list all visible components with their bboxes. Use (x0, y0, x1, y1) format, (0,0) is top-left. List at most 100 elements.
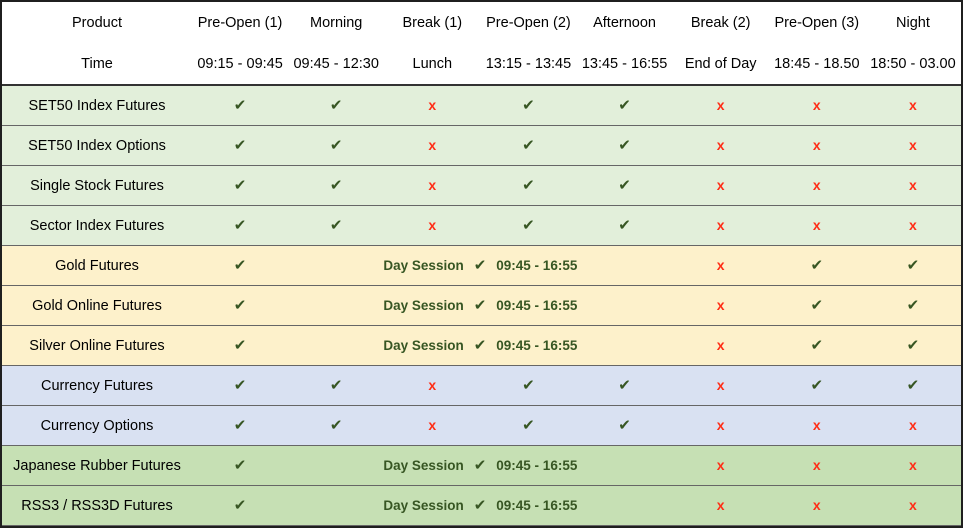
session-cell: x (672, 165, 769, 206)
column-header-pre-open-2: Pre-Open (2) (480, 2, 577, 43)
check-icon: ✔ (233, 296, 247, 314)
session-cell: ✔ (864, 325, 961, 366)
x-icon: x (428, 96, 437, 113)
session-cell: x (384, 365, 481, 406)
session-cell: ✔ (480, 85, 577, 126)
x-icon: x (716, 456, 725, 473)
x-icon: x (716, 296, 725, 313)
day-session-time: 09:45 - 16:55 (496, 258, 578, 273)
session-cell: ✔ (864, 245, 961, 286)
x-icon: x (716, 336, 725, 353)
check-icon: ✔ (329, 416, 343, 434)
session-cell: x (672, 365, 769, 406)
column-time-pre-open-1: 09:15 - 09:45 (192, 43, 289, 86)
check-icon: ✔ (473, 297, 487, 314)
session-cell: x (768, 205, 865, 246)
check-icon: ✔ (618, 416, 631, 434)
check-icon: ✔ (906, 336, 920, 354)
product-name: Silver Online Futures (2, 325, 192, 366)
check-icon: ✔ (233, 136, 247, 154)
x-icon: x (716, 376, 725, 393)
session-cell: x (384, 85, 481, 126)
column-time-break-1: Lunch (384, 43, 481, 86)
column-time-night: 18:50 - 03.00 (864, 43, 961, 86)
day-session-label: Day Session (383, 338, 464, 353)
column-header-pre-open-3: Pre-Open (3) (768, 2, 865, 43)
check-icon: ✔ (233, 216, 247, 234)
check-icon: ✔ (810, 376, 824, 394)
check-icon: ✔ (233, 96, 247, 114)
session-cell: ✔ (576, 85, 673, 126)
product-name: Single Stock Futures (2, 165, 192, 206)
day-session-label: Day Session (383, 298, 464, 313)
session-cell: ✔ (192, 85, 289, 126)
check-icon: ✔ (522, 176, 535, 194)
session-cell: x (864, 405, 961, 446)
x-icon: x (716, 496, 725, 513)
check-icon: ✔ (522, 376, 535, 394)
check-icon: ✔ (522, 416, 535, 434)
column-header-night: Night (864, 2, 961, 43)
table-row-silver-online-futures: Silver Online Futures ✔ Day Session ✔ 09:45 … (2, 325, 961, 366)
day-session-time: 09:45 - 16:55 (496, 298, 578, 313)
product-name: Currency Futures (2, 365, 192, 406)
check-icon: ✔ (233, 256, 247, 274)
table-header: Product Pre-Open (1) Morning Break (1) Pre-O… (2, 2, 961, 86)
column-time-break-2: End of Day (672, 43, 769, 86)
check-icon: ✔ (233, 416, 247, 434)
x-icon: x (909, 416, 917, 433)
session-cell: ✔ (576, 165, 673, 206)
check-icon: ✔ (329, 376, 343, 394)
session-cell: ✔ (480, 205, 577, 246)
session-cell: ✔ (192, 405, 289, 446)
x-icon: x (812, 96, 821, 113)
day-session-cell: Day Session ✔ 09:45 - 16:55 (288, 485, 673, 526)
session-cell: x (384, 165, 481, 206)
x-icon: x (716, 416, 725, 433)
table-row-sector-index-futures: Sector Index Futures ✔ ✔ x ✔ ✔ x x x (2, 205, 961, 246)
x-icon: x (428, 136, 437, 153)
x-icon: x (428, 176, 437, 193)
product-name: Currency Options (2, 405, 192, 446)
session-cell: x (768, 405, 865, 446)
x-icon: x (716, 216, 725, 233)
session-cell: x (768, 85, 865, 126)
session-cell: ✔ (288, 165, 385, 206)
session-cell: x (672, 125, 769, 166)
check-icon: ✔ (618, 136, 631, 154)
check-icon: ✔ (473, 337, 487, 354)
check-icon: ✔ (329, 96, 343, 114)
session-cell: ✔ (192, 205, 289, 246)
product-name: RSS3 / RSS3D Futures (2, 485, 192, 526)
column-time-pre-open-2: 13:15 - 13:45 (480, 43, 577, 86)
session-cell: x (768, 445, 865, 486)
session-cell: x (864, 85, 961, 126)
check-icon: ✔ (906, 376, 920, 394)
check-icon: ✔ (906, 296, 920, 314)
header-label-row: Product Pre-Open (1) Morning Break (1) Pre-O… (2, 2, 961, 43)
session-cell: ✔ (768, 285, 865, 326)
x-icon: x (812, 496, 821, 513)
session-cell: ✔ (768, 245, 865, 286)
check-icon: ✔ (522, 216, 535, 234)
column-header-break-2: Break (2) (672, 2, 769, 43)
check-icon: ✔ (522, 96, 535, 114)
table-row-rss3-rss3d-futures: RSS3 / RSS3D Futures ✔ Day Session ✔ 09:45 -… (2, 485, 961, 526)
column-header-product: Product (2, 2, 192, 43)
table-row-japanese-rubber-futures: Japanese Rubber Futures ✔ Day Session ✔ 09:4… (2, 445, 961, 486)
day-session-label: Day Session (383, 458, 464, 473)
x-icon: x (909, 96, 917, 113)
table-body: SET50 Index Futures ✔ ✔ x ✔ ✔ x x x SET50 Index O… (2, 85, 961, 526)
check-icon: ✔ (233, 176, 247, 194)
x-icon: x (428, 216, 437, 233)
table-row-currency-futures: Currency Futures ✔ ✔ x ✔ ✔ x ✔ ✔ (2, 365, 961, 406)
session-cell: x (768, 125, 865, 166)
table-row-gold-futures: Gold Futures ✔ Day Session ✔ 09:45 - 16:55 x ✔… (2, 245, 961, 286)
session-cell: ✔ (288, 405, 385, 446)
day-session-time: 09:45 - 16:55 (496, 498, 578, 513)
day-session-cell: Day Session ✔ 09:45 - 16:55 (288, 285, 673, 326)
check-icon: ✔ (810, 336, 824, 354)
x-icon: x (428, 376, 437, 393)
check-icon: ✔ (329, 176, 343, 194)
